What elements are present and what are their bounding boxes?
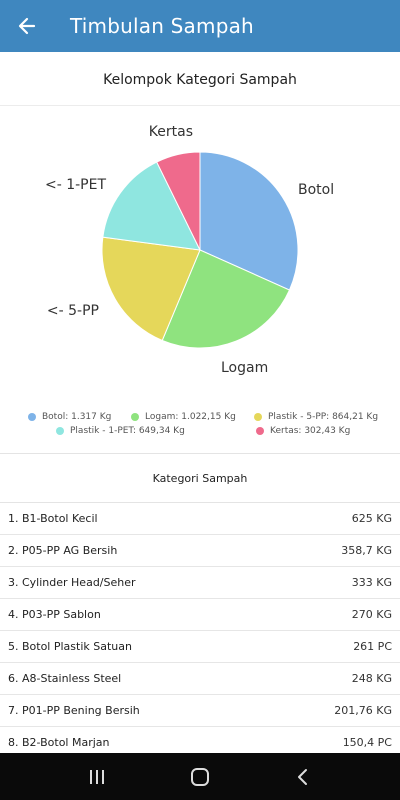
chart-card: Kelompok Kategori Sampah Botol Logam <- 5-…: [0, 52, 400, 454]
legend-label: Plastik - 1-PET: 649,34 Kg: [70, 426, 185, 436]
item-value: 625 KG: [351, 512, 392, 525]
pie-chart[interactable]: Botol Logam <- 5-PP <- 1-PET Kertas: [0, 52, 400, 412]
chart-title: Kelompok Kategori Sampah: [103, 72, 297, 88]
legend-item-1[interactable]: Logam: 1.022,15 Kg: [131, 412, 236, 422]
list-item[interactable]: 2. P05-PP AG Bersih 358,7 KG: [0, 535, 400, 567]
legend-item-4[interactable]: Kertas: 302,43 Kg: [256, 426, 350, 436]
list-item[interactable]: 5. Botol Plastik Satuan 261 PC: [0, 631, 400, 663]
item-value: 248 KG: [351, 672, 392, 685]
item-name: 5. Botol Plastik Satuan: [8, 640, 132, 653]
slice-label-2: <- 5-PP: [47, 303, 99, 319]
list-header: Kategori Sampah: [0, 455, 400, 503]
nav-back-button[interactable]: [283, 757, 323, 797]
item-name: 7. P01-PP Bening Bersih: [8, 704, 140, 717]
slice-label-4: Kertas: [149, 124, 193, 140]
arrow-left-icon: [18, 17, 36, 35]
legend-dot-icon: [28, 413, 36, 421]
legend-label: Plastik - 5-PP: 864,21 Kg: [268, 412, 379, 422]
legend-label: Logam: 1.022,15 Kg: [145, 412, 236, 422]
list-item[interactable]: 3. Cylinder Head/Seher 333 KG: [0, 567, 400, 599]
home-button[interactable]: [180, 757, 220, 797]
list-item[interactable]: 6. A8-Stainless Steel 248 KG: [0, 663, 400, 695]
pie-slice-0[interactable]: [199, 151, 299, 291]
system-nav-bar: [0, 753, 400, 800]
pie-slice-3[interactable]: [102, 161, 201, 251]
category-list[interactable]: 1. B1-Botol Kecil 625 KG 2. P05-PP AG Bers…: [0, 503, 400, 753]
item-value: 358,7 KG: [341, 544, 392, 557]
pie-slice-4[interactable]: [156, 151, 201, 251]
page-title: Timbulan Sampah: [70, 14, 254, 38]
recents-icon: [89, 769, 104, 784]
slice-label-1: Logam: [221, 360, 268, 376]
item-name: 8. B2-Botol Marjan: [8, 736, 110, 749]
recents-button[interactable]: [77, 757, 117, 797]
legend-dot-icon: [131, 413, 139, 421]
back-chevron-icon: [298, 768, 308, 785]
legend-item-2[interactable]: Plastik - 5-PP: 864,21 Kg: [254, 412, 378, 422]
slice-label-3: <- 1-PET: [45, 177, 106, 193]
item-value: 333 KG: [351, 576, 392, 589]
back-button[interactable]: [0, 0, 54, 52]
list-item[interactable]: 8. B2-Botol Marjan 150,4 PC: [0, 727, 400, 753]
list-item[interactable]: 1. B1-Botol Kecil 625 KG: [0, 503, 400, 535]
item-name: 1. B1-Botol Kecil: [8, 512, 98, 525]
item-value: 150,4 PC: [342, 736, 392, 749]
item-value: 261 PC: [353, 640, 392, 653]
legend-dot-icon: [256, 427, 264, 435]
legend-item-3[interactable]: Plastik - 1-PET: 649,34 Kg: [56, 426, 185, 436]
legend-dot-icon: [254, 413, 262, 421]
list-item[interactable]: 4. P03-PP Sablon 270 KG: [0, 599, 400, 631]
legend-dot-icon: [56, 427, 64, 435]
home-icon: [190, 767, 209, 786]
item-name: 6. A8-Stainless Steel: [8, 672, 122, 685]
legend-item-0[interactable]: Botol: 1.317 Kg: [28, 412, 111, 422]
legend-label: Botol: 1.317 Kg: [42, 412, 112, 422]
list-item[interactable]: 7. P01-PP Bening Bersih 201,76 KG: [0, 695, 400, 727]
item-name: 3. Cylinder Head/Seher: [8, 576, 136, 589]
divider: [0, 105, 400, 106]
slice-label-0: Botol: [298, 182, 334, 198]
item-value: 201,76 KG: [334, 704, 392, 717]
pie-slice-1[interactable]: [161, 249, 291, 349]
item-name: 2. P05-PP AG Bersih: [8, 544, 118, 557]
item-name: 4. P03-PP Sablon: [8, 608, 101, 621]
app-bar: Timbulan Sampah: [0, 0, 400, 52]
legend-label: Kertas: 302,43 Kg: [270, 426, 351, 436]
item-value: 270 KG: [351, 608, 392, 621]
pie-slice-2[interactable]: [101, 236, 201, 342]
